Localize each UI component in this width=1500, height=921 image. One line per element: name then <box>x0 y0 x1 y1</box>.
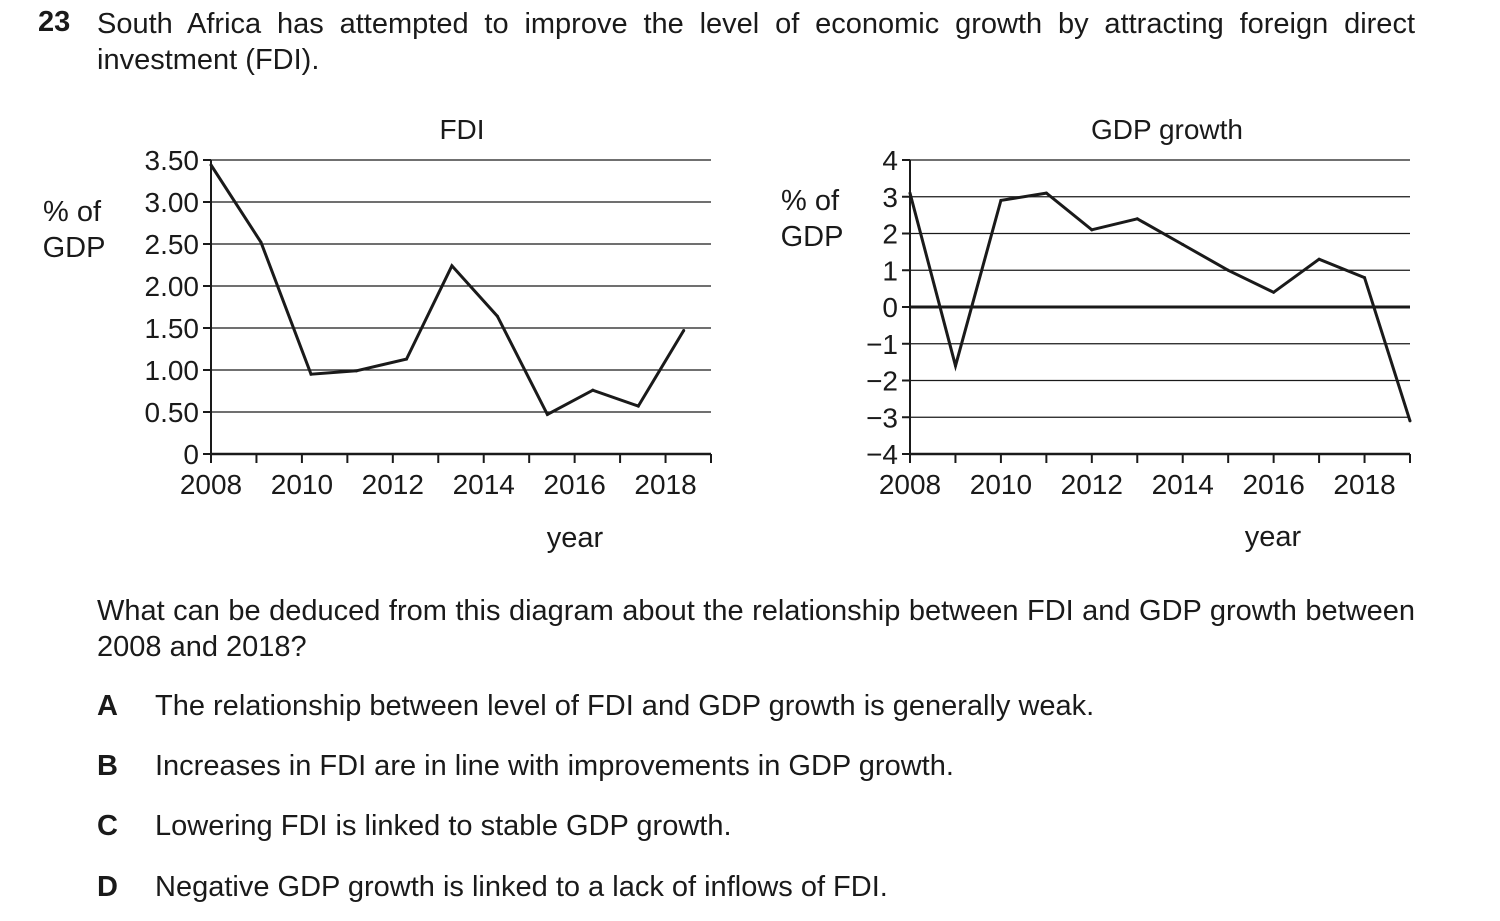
x-tick-label: 2016 <box>1242 469 1304 500</box>
data-point <box>591 388 595 392</box>
y-tick-label: 2 <box>882 219 898 250</box>
y-tick-label: 3.00 <box>145 187 200 218</box>
y-tick-label: 4 <box>882 145 898 176</box>
data-point <box>545 413 549 417</box>
x-tick-label: 2012 <box>1061 469 1123 500</box>
y-tick-label: 1.00 <box>145 355 200 386</box>
data-point <box>1363 276 1367 280</box>
y-axis-label-line1: % of <box>781 185 840 217</box>
y-tick-label: 2.50 <box>145 229 200 260</box>
series-line <box>908 191 1412 422</box>
data-point <box>1090 228 1094 232</box>
data-point <box>908 191 912 195</box>
data-point <box>450 264 454 268</box>
y-tick-label: 0 <box>882 292 898 323</box>
y-tick-label: 0.50 <box>145 397 200 428</box>
data-point <box>1181 243 1185 247</box>
y-tick-label: 3.50 <box>145 145 200 176</box>
option-letter: C <box>97 810 118 842</box>
y-axis-label-line1: % of <box>43 196 102 228</box>
data-point <box>309 372 313 376</box>
chart-title: GDP growth <box>1091 114 1243 145</box>
plot-area: 0 0.50 1.00 1.50 2.00 2.50 3.00 3.50 2008 2010 201… <box>145 145 712 500</box>
question-prompt: What can be deduced from this diagram ab… <box>97 595 1415 663</box>
x-tick-label: 2010 <box>271 469 333 500</box>
y-tick-label: −1 <box>866 329 898 360</box>
x-tick-label: 2010 <box>970 469 1032 500</box>
question-stem: South Africa has attempted to improve th… <box>97 8 1415 76</box>
option-letter: A <box>97 690 118 722</box>
x-axis-label: year <box>547 522 604 554</box>
option-a[interactable]: A The relationship between level of FDI a… <box>97 688 1094 724</box>
option-b[interactable]: B Increases in FDI are in line with impro… <box>97 748 954 784</box>
data-point <box>495 314 499 318</box>
data-point <box>636 404 640 408</box>
data-point <box>953 364 957 368</box>
question-number: 23 <box>38 6 71 38</box>
data-point <box>1135 217 1139 221</box>
option-letter: D <box>97 871 118 903</box>
y-tick-label: −3 <box>866 402 898 433</box>
fdi-chart: FDI % of GDP year 0 0.50 1.00 1.50 2.00 2.50 3… <box>43 114 712 554</box>
x-tick-label: 2018 <box>1333 469 1395 500</box>
y-axis-label-line2: GDP <box>781 221 844 253</box>
data-point <box>999 198 1003 202</box>
data-point <box>209 163 213 167</box>
y-axis-label-line2: GDP <box>43 232 106 264</box>
option-letter: B <box>97 750 118 782</box>
x-tick-label: 2018 <box>634 469 696 500</box>
x-tick-label: 2012 <box>362 469 424 500</box>
x-axis-label: year <box>1245 521 1302 553</box>
y-tick-label: 0 <box>183 439 199 470</box>
data-point <box>1044 191 1048 195</box>
data-point <box>259 240 263 244</box>
x-tick-label: 2014 <box>453 469 515 500</box>
data-point <box>404 357 408 361</box>
option-d[interactable]: D Negative GDP growth is linked to a lack… <box>97 869 888 905</box>
x-tick-label: 2008 <box>180 469 242 500</box>
y-tick-label: 1.50 <box>145 313 200 344</box>
y-tick-label: 2.00 <box>145 271 200 302</box>
chart-title: FDI <box>439 114 484 145</box>
data-point <box>1408 419 1412 423</box>
plot-area: −4 −3 −2 −1 0 1 2 3 4 2008 2010 2012 2014 2016 2018 <box>866 145 1412 500</box>
gdp-growth-chart: GDP growth % of GDP year −4 −3 −2 −1 0 1 2 3 4 20… <box>781 114 1412 553</box>
y-tick-label: −4 <box>866 439 898 470</box>
data-point <box>682 329 686 333</box>
data-point <box>1226 268 1230 272</box>
data-point <box>1272 290 1276 294</box>
x-tick-label: 2008 <box>879 469 941 500</box>
x-tick-label: 2014 <box>1152 469 1214 500</box>
x-tick-label: 2016 <box>543 469 605 500</box>
option-text: Negative GDP growth is linked to a lack … <box>155 871 888 903</box>
option-text: Lowering FDI is linked to stable GDP gro… <box>155 810 732 842</box>
y-tick-label: 1 <box>882 255 898 286</box>
data-point <box>354 369 358 373</box>
option-text: Increases in FDI are in line with improv… <box>155 750 954 782</box>
data-point <box>1317 257 1321 261</box>
option-c[interactable]: C Lowering FDI is linked to stable GDP gr… <box>97 808 732 844</box>
y-tick-label: −2 <box>866 366 898 397</box>
y-tick-label: 3 <box>882 182 898 213</box>
option-text: The relationship between level of FDI an… <box>155 690 1095 722</box>
